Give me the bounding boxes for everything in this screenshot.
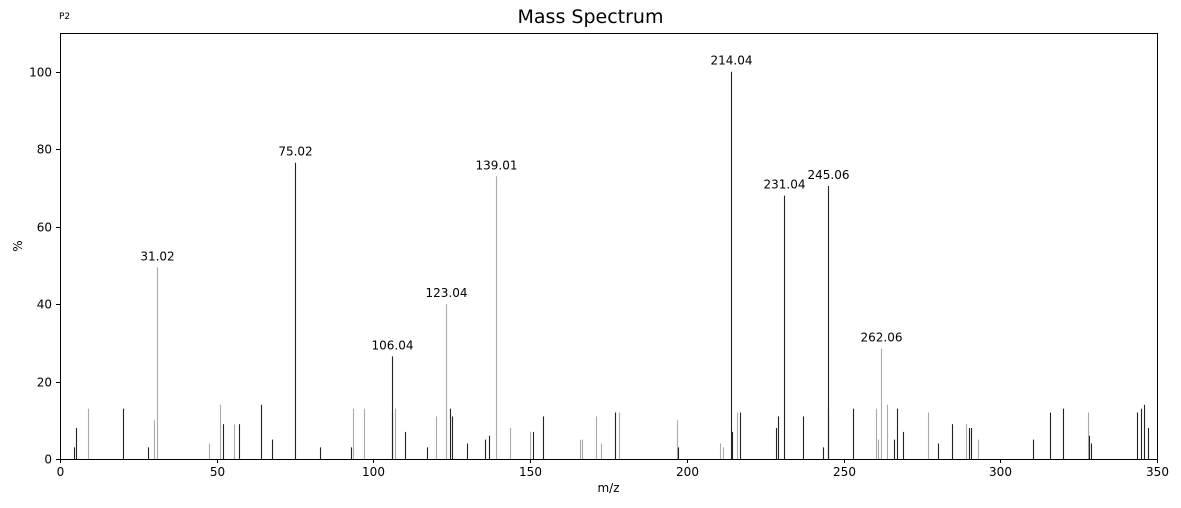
y-tick-label: 20 xyxy=(37,376,52,390)
peak-label: 31.02 xyxy=(140,249,174,263)
peak-label: 231.04 xyxy=(764,178,806,192)
y-tick-label: 40 xyxy=(37,298,52,312)
peak-label: 139.01 xyxy=(476,158,518,172)
peak-label: 75.02 xyxy=(278,145,312,159)
peak-label: 262.06 xyxy=(861,331,903,345)
y-tick-label: 60 xyxy=(37,221,52,235)
corner-tag: P2 xyxy=(59,12,71,22)
x-tick-label: 350 xyxy=(1146,465,1169,479)
x-tick-label: 300 xyxy=(989,465,1012,479)
x-tick-label: 250 xyxy=(833,465,856,479)
chart-title: Mass Spectrum xyxy=(517,6,664,28)
x-tick-label: 200 xyxy=(676,465,699,479)
x-tick-label: 50 xyxy=(210,465,225,479)
peak-label: 123.04 xyxy=(426,286,468,300)
x-tick-label: 150 xyxy=(519,465,542,479)
y-tick-label: 100 xyxy=(29,66,52,80)
x-tick-label: 0 xyxy=(57,465,65,479)
x-tick-label: 100 xyxy=(362,465,385,479)
x-axis-label: m/z xyxy=(597,481,619,495)
y-tick-label: 80 xyxy=(37,143,52,157)
y-axis-label: % xyxy=(11,240,25,251)
peak-label: 245.06 xyxy=(808,168,850,182)
peak-label: 214.04 xyxy=(711,54,753,68)
peak-label: 106.04 xyxy=(372,338,414,352)
y-tick-label: 0 xyxy=(44,453,52,467)
plot-frame xyxy=(60,33,1158,460)
